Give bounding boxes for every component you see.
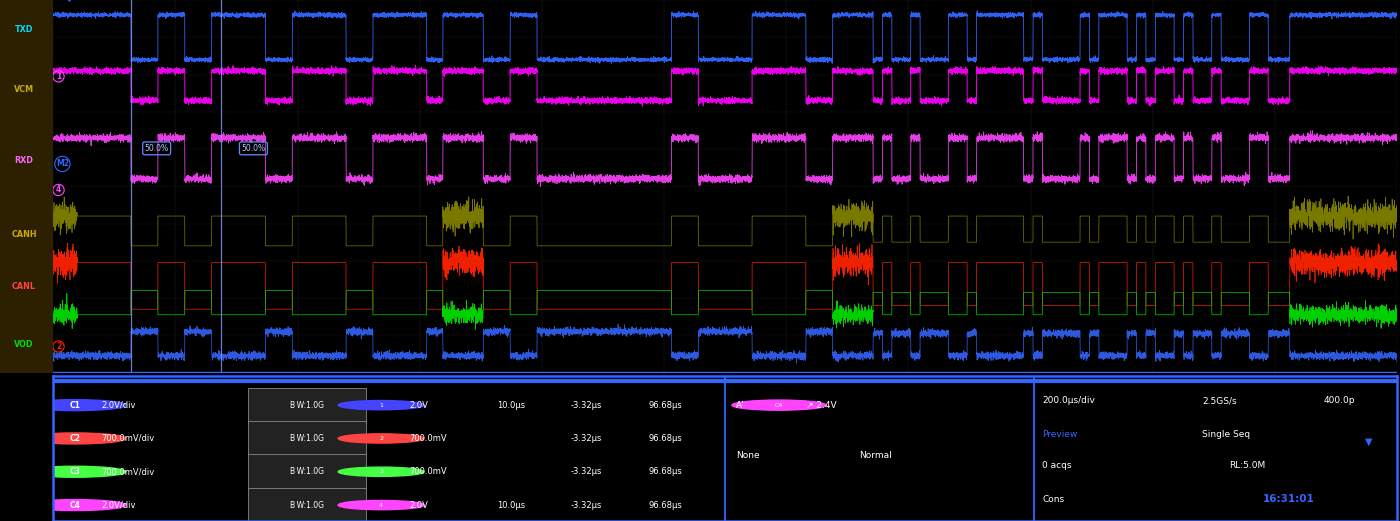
Text: RL:5.0M: RL:5.0M (1229, 462, 1266, 470)
FancyBboxPatch shape (248, 421, 367, 456)
Text: -3.32μs: -3.32μs (571, 434, 602, 443)
Text: ↗ 2.4V: ↗ 2.4V (806, 401, 836, 410)
Text: VOD: VOD (14, 340, 34, 349)
Circle shape (339, 501, 424, 510)
Text: 700.0mV: 700.0mV (409, 434, 447, 443)
FancyBboxPatch shape (248, 454, 367, 489)
Circle shape (339, 467, 424, 476)
Text: Preview: Preview (1043, 430, 1078, 439)
Text: 1: 1 (56, 72, 62, 81)
Text: 2.0V/div: 2.0V/div (102, 401, 136, 410)
Text: 4: 4 (379, 503, 384, 507)
Text: 2: 2 (56, 342, 62, 351)
Circle shape (24, 466, 126, 477)
Text: 96.68μs: 96.68μs (648, 434, 682, 443)
Text: B W:1.0G: B W:1.0G (290, 467, 325, 476)
Text: 0 acqs: 0 acqs (1043, 462, 1072, 470)
Text: 10.0μs: 10.0μs (497, 401, 525, 410)
Text: 96.68μs: 96.68μs (648, 401, 682, 410)
Text: C3: C3 (69, 467, 80, 476)
Text: 2.0V: 2.0V (409, 401, 428, 410)
Text: 16:31:01: 16:31:01 (1263, 494, 1315, 504)
Text: C4: C4 (69, 501, 80, 510)
Text: 10.0μs: 10.0μs (497, 501, 525, 510)
Text: 2.0V: 2.0V (409, 501, 428, 510)
Text: C2: C2 (69, 434, 80, 443)
Text: RXD: RXD (14, 156, 34, 165)
Text: A': A' (736, 401, 745, 410)
Text: -3.32μs: -3.32μs (571, 401, 602, 410)
FancyBboxPatch shape (248, 488, 367, 521)
Text: B W:1.0G: B W:1.0G (290, 434, 325, 443)
Text: CANH: CANH (11, 230, 36, 239)
Text: 700.0mV/div: 700.0mV/div (102, 434, 155, 443)
Text: -3.32μs: -3.32μs (571, 501, 602, 510)
Text: 2.5GS/s: 2.5GS/s (1203, 396, 1238, 405)
Text: C4: C4 (774, 403, 783, 407)
Circle shape (732, 400, 826, 410)
Text: 2.0V/div: 2.0V/div (102, 501, 136, 510)
Text: 96.68μs: 96.68μs (648, 501, 682, 510)
Text: C1: C1 (69, 401, 80, 410)
Text: 200.0μs/div: 200.0μs/div (1043, 396, 1095, 405)
Text: 700.0mV/div: 700.0mV/div (102, 467, 155, 476)
Text: 2: 2 (379, 436, 384, 441)
Circle shape (339, 434, 424, 443)
Text: 96.68μs: 96.68μs (648, 467, 682, 476)
Text: ▼: ▼ (1365, 437, 1372, 446)
Text: B W:1.0G: B W:1.0G (290, 501, 325, 510)
Text: VCM: VCM (14, 85, 34, 94)
Text: 50.0%: 50.0% (144, 144, 169, 153)
Text: 50.0%: 50.0% (241, 144, 266, 153)
Circle shape (24, 433, 126, 444)
Text: 3: 3 (379, 469, 384, 474)
Text: Normal: Normal (860, 451, 892, 461)
Text: B W:1.0G: B W:1.0G (290, 401, 325, 410)
Text: 1: 1 (379, 403, 384, 407)
Text: 700.0mV: 700.0mV (409, 467, 447, 476)
Circle shape (24, 500, 126, 511)
Circle shape (24, 400, 126, 411)
Text: 400.0p: 400.0p (1323, 396, 1355, 405)
Text: 4: 4 (56, 185, 62, 194)
Text: Cons: Cons (1043, 495, 1064, 504)
Text: TXD: TXD (15, 26, 34, 34)
Text: -3.32μs: -3.32μs (571, 467, 602, 476)
Text: None: None (736, 451, 760, 461)
Text: M2: M2 (56, 159, 69, 168)
Circle shape (339, 401, 424, 410)
Text: CANL: CANL (13, 282, 36, 291)
Text: Single Seq: Single Seq (1203, 430, 1250, 439)
FancyBboxPatch shape (248, 388, 367, 423)
